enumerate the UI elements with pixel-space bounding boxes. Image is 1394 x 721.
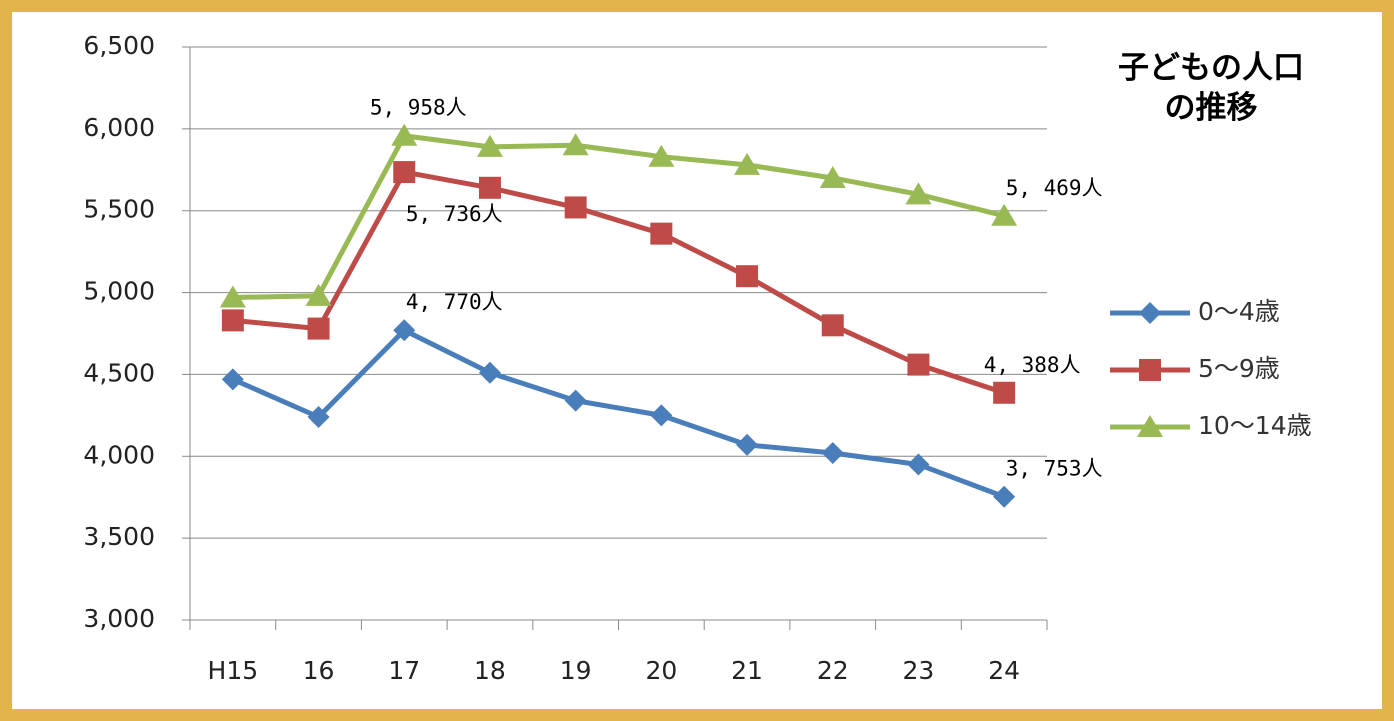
legend-marker <box>1137 415 1163 437</box>
x-tick-label: 19 <box>560 656 592 685</box>
series-line <box>231 327 1006 500</box>
data-point <box>993 381 1016 404</box>
y-tick-label: 6,500 <box>83 31 155 60</box>
y-tick-label: 5,000 <box>83 277 155 306</box>
x-tick-label: 22 <box>817 656 849 685</box>
data-point <box>478 176 501 199</box>
data-point <box>562 133 589 156</box>
data-point <box>221 368 244 391</box>
data-point <box>307 317 330 340</box>
data-label: 5, 469人 <box>1006 176 1103 200</box>
series-line <box>232 133 1005 300</box>
chart-title: 子どもの人口の推移 <box>1118 50 1304 126</box>
legend-label: 10～14歳 <box>1198 411 1312 440</box>
data-point <box>221 309 244 332</box>
data-point <box>393 319 416 342</box>
data-point <box>648 144 675 167</box>
data-point <box>907 353 930 376</box>
data-point <box>734 152 761 175</box>
y-tick-label: 3,000 <box>83 604 155 633</box>
x-tick-label: 24 <box>988 656 1020 685</box>
data-point <box>650 404 673 427</box>
y-tick-label: 4,000 <box>83 440 155 469</box>
y-tick-label: 5,500 <box>83 195 155 224</box>
data-point <box>993 485 1016 508</box>
data-point <box>736 265 759 288</box>
data-label: 4, 388人 <box>984 353 1081 377</box>
y-tick-label: 4,500 <box>83 358 155 387</box>
data-point <box>905 182 932 205</box>
legend-marker <box>1139 302 1161 324</box>
data-label: 5, 958人 <box>370 96 467 120</box>
data-point <box>650 222 673 245</box>
x-tick-label: H15 <box>208 656 259 685</box>
data-point <box>907 453 930 476</box>
data-point <box>564 196 587 219</box>
data-point <box>391 123 418 146</box>
legend-label: 5～9歳 <box>1198 354 1280 383</box>
data-label: 3, 753人 <box>1006 457 1103 481</box>
x-tick-label: 21 <box>731 656 763 685</box>
series-line <box>232 169 1005 396</box>
data-point <box>821 442 844 465</box>
data-point <box>564 389 587 412</box>
data-point <box>478 361 501 384</box>
x-tick-label: 16 <box>303 656 335 685</box>
x-tick-label: 18 <box>474 656 506 685</box>
legend-label: 0～4歳 <box>1198 297 1280 326</box>
data-point <box>476 134 503 157</box>
data-point <box>219 285 246 308</box>
data-point <box>305 283 332 306</box>
data-label: 5, 736人 <box>406 202 503 226</box>
y-tick-label: 3,500 <box>83 522 155 551</box>
data-point <box>736 433 759 456</box>
legend-marker <box>1139 359 1161 381</box>
x-tick-label: 20 <box>645 656 677 685</box>
x-tick-label: 17 <box>388 656 420 685</box>
data-point <box>991 203 1018 226</box>
y-tick-label: 6,000 <box>83 113 155 142</box>
data-point <box>393 161 416 184</box>
data-point <box>307 405 330 428</box>
data-label: 4, 770人 <box>406 290 503 314</box>
x-tick-label: 23 <box>903 656 935 685</box>
data-point <box>821 314 844 337</box>
data-point <box>819 165 846 188</box>
